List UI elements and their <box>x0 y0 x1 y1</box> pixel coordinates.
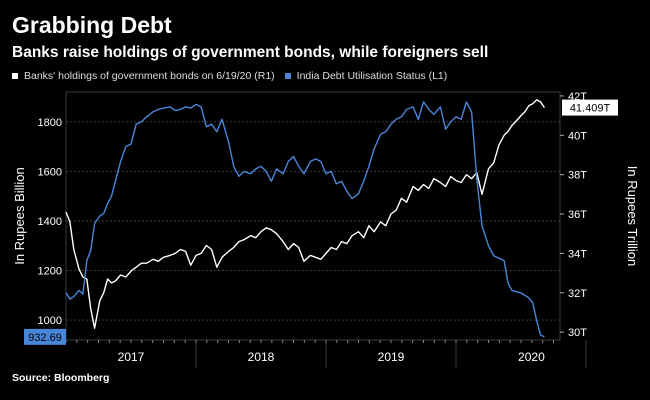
legend-label-banks: Banks' holdings of government bonds on 6… <box>24 70 275 82</box>
right-axis-title: In Rupees Trillion <box>625 166 640 266</box>
source-note: Source: Bloomberg <box>12 372 110 384</box>
right-tick-label: 36T <box>568 209 587 221</box>
right-tick-label: 34T <box>568 248 587 260</box>
series-line-banks <box>65 99 545 329</box>
legend-label-debt: India Debt Utilisation Status (L1) <box>296 70 448 82</box>
legend: Banks' holdings of government bonds on 6… <box>12 70 447 82</box>
series-line-debt <box>65 101 545 338</box>
right-tick-label: 38T <box>568 170 587 182</box>
chart-title: Grabbing Debt <box>12 12 172 38</box>
debt-value-badge <box>24 328 66 345</box>
left-tick-label: 1600 <box>38 166 62 178</box>
left-tick-label: 1800 <box>38 117 62 129</box>
right-tick-label: 30T <box>568 327 587 339</box>
debt-value-label: 932.69 <box>28 332 62 344</box>
plot-frame <box>65 91 561 341</box>
right-tick-label: 40T <box>568 130 587 142</box>
right-tick-label: 32T <box>568 288 587 300</box>
legend-swatch-debt <box>284 73 291 79</box>
left-axis-title: In Rupees Billion <box>12 167 27 265</box>
left-tick-label: 1400 <box>38 216 62 228</box>
chart-subtitle: Banks raise holdings of government bonds… <box>12 44 489 61</box>
x-tick-label: 2019 <box>378 350 405 364</box>
x-tick-label: 2017 <box>118 350 145 364</box>
banks-value-label: 41.409T <box>570 103 611 115</box>
x-tick-label: 2018 <box>248 350 275 364</box>
legend-swatch-banks <box>12 73 18 79</box>
left-tick-label: 1200 <box>38 266 62 278</box>
banks-value-badge <box>562 99 618 116</box>
left-tick-label: 1000 <box>38 315 62 327</box>
x-tick-label: 2020 <box>518 350 545 364</box>
